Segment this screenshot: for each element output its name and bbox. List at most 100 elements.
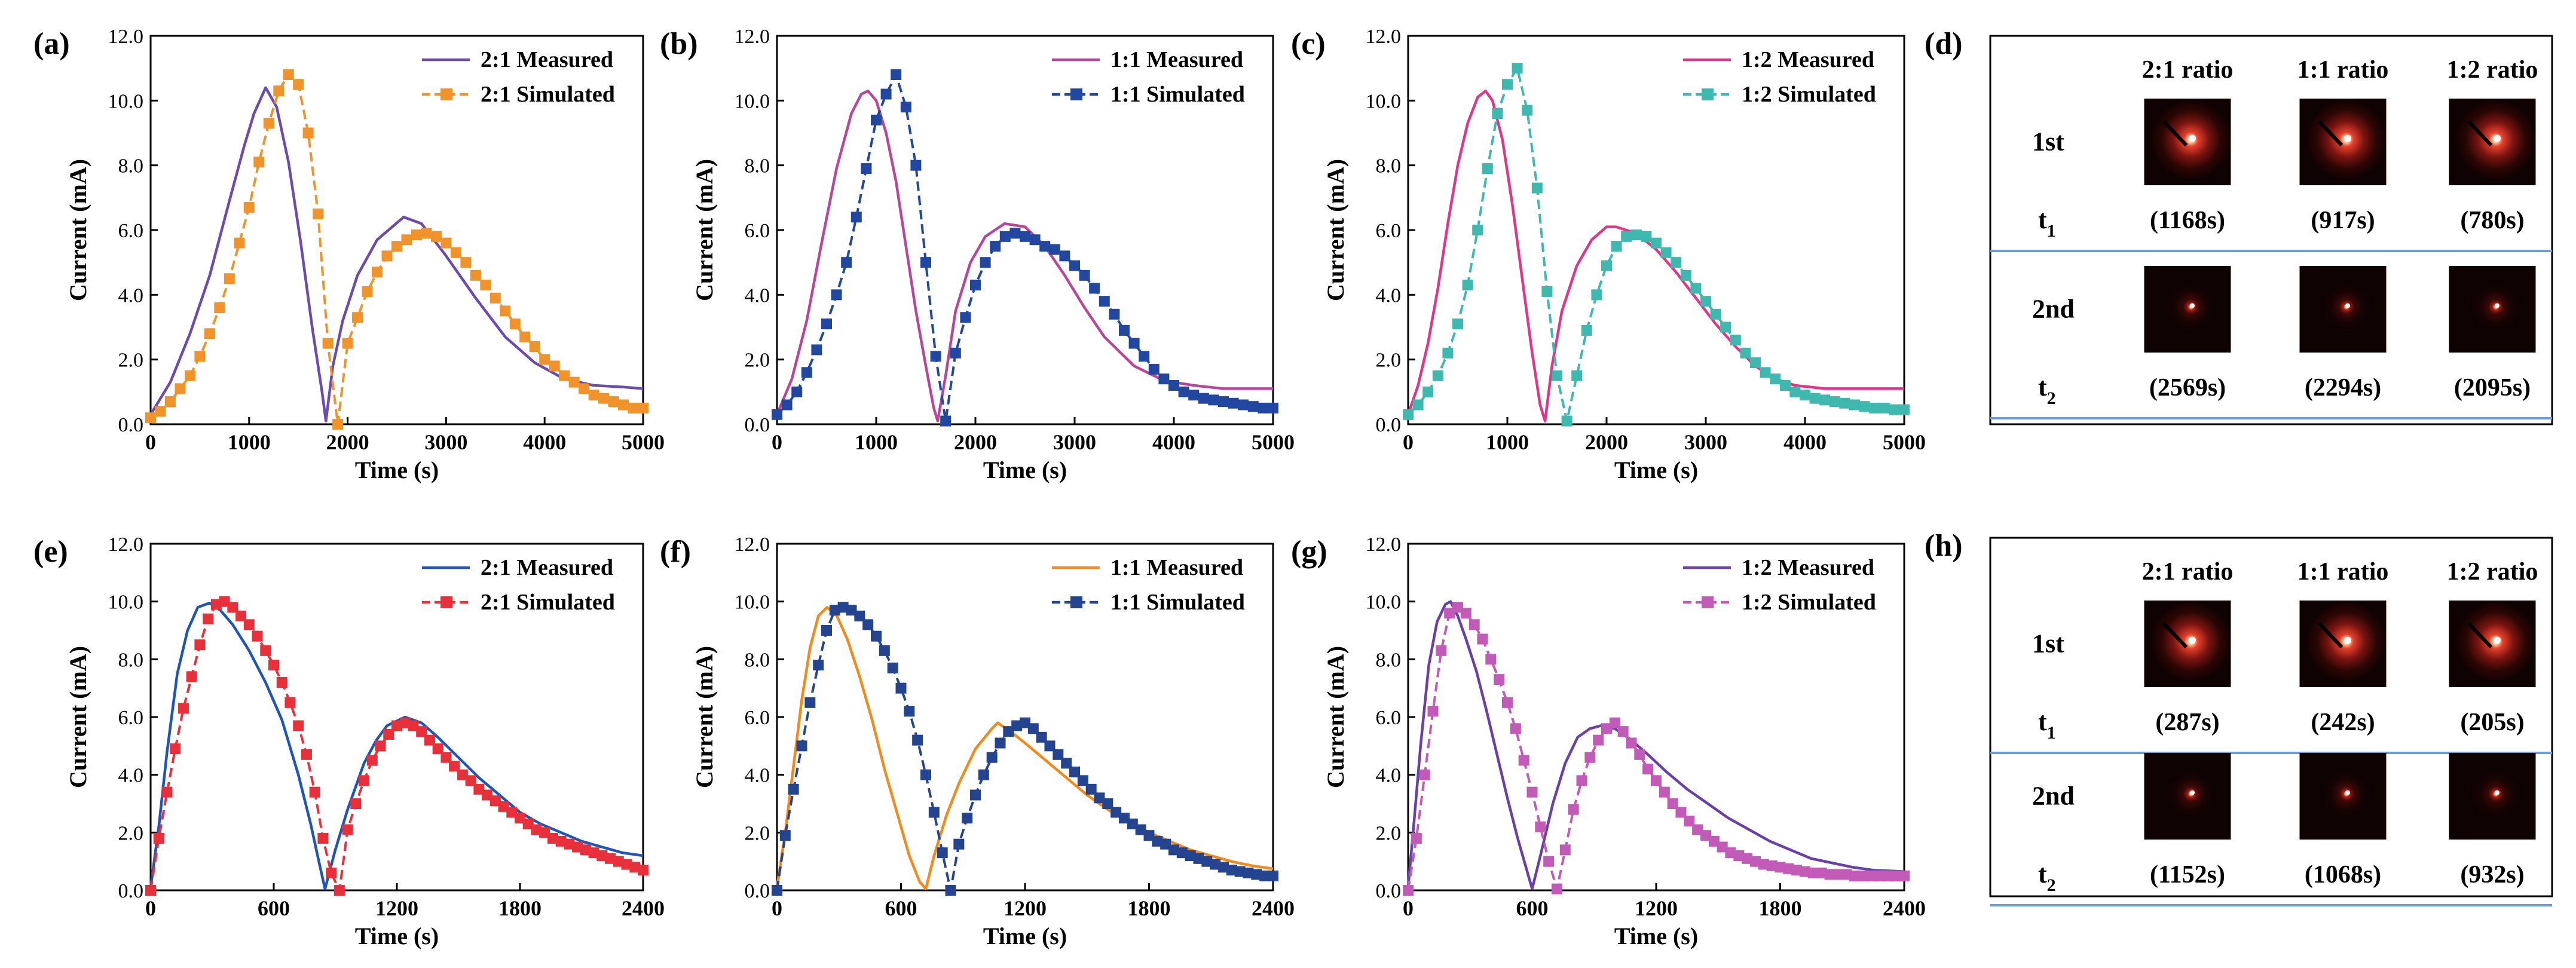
data-point — [375, 740, 386, 752]
data-point — [227, 602, 238, 613]
data-point — [580, 844, 591, 856]
x-tick-label: 1200 — [1004, 896, 1047, 920]
data-point — [608, 396, 619, 408]
x-tick-label: 600 — [1516, 896, 1549, 920]
time-label: t1 — [2038, 707, 2056, 743]
data-point — [284, 697, 296, 708]
data-point — [1667, 798, 1678, 809]
data-point — [1238, 399, 1249, 411]
y-axis-label: Current (mA) — [65, 646, 91, 788]
data-point — [1642, 764, 1654, 774]
x-axis-label: Time (s) — [983, 457, 1067, 483]
data-point — [598, 393, 610, 404]
time-value: (2569s) — [2149, 374, 2226, 402]
data-point — [309, 786, 320, 798]
data-point — [1526, 786, 1538, 798]
time-value: (205s) — [2460, 709, 2524, 736]
data-point — [1412, 399, 1424, 411]
data-point — [430, 231, 442, 242]
data-point — [243, 619, 255, 630]
time-value: (917s) — [2311, 207, 2375, 234]
data-point — [219, 596, 230, 607]
data-point — [821, 318, 832, 330]
data-point — [253, 157, 265, 168]
data-point — [1725, 847, 1736, 859]
legend-entry: 2:1 Measured — [481, 47, 613, 72]
data-point — [920, 257, 931, 268]
data-point — [449, 761, 460, 772]
data-point — [1849, 399, 1860, 411]
y-tick-label: 0.0 — [1376, 880, 1402, 902]
chart-panel-e: (e) 0.0 2.0 4.0 6.0 8.0 10.0 12.0 0 600 1200 1800 24… — [33, 534, 665, 949]
data-point — [506, 807, 518, 818]
data-point — [210, 599, 222, 610]
data-point — [555, 835, 567, 847]
data-point — [276, 677, 287, 688]
data-point — [904, 706, 915, 717]
data-point — [1899, 870, 1910, 881]
x-tick-label: 1000 — [855, 430, 898, 454]
data-point — [1102, 798, 1113, 809]
data-point — [522, 818, 534, 829]
data-point — [1531, 182, 1543, 194]
y-tick-label: 12.0 — [735, 534, 770, 556]
bright-spot — [2189, 636, 2196, 644]
y-tick-label: 10.0 — [108, 592, 144, 614]
data-point — [1641, 231, 1652, 242]
data-point — [317, 833, 329, 844]
data-point — [1522, 105, 1533, 116]
data-point — [572, 841, 583, 853]
data-point — [1733, 850, 1745, 861]
data-point — [224, 273, 235, 284]
x-tick-label: 4000 — [1783, 430, 1827, 454]
data-point — [1059, 250, 1070, 262]
data-point — [1518, 755, 1529, 766]
y-tick-label: 6.0 — [745, 707, 770, 729]
row-label: 1st — [2032, 127, 2064, 157]
data-point — [350, 798, 362, 809]
data-point — [813, 660, 824, 670]
data-point — [638, 402, 648, 413]
data-point — [986, 752, 998, 763]
x-tick-label: 4000 — [523, 430, 566, 454]
data-point — [194, 351, 206, 362]
column-header: 1:2 ratio — [2447, 558, 2538, 586]
data-point — [772, 409, 782, 420]
bright-spot — [2494, 636, 2501, 644]
data-point — [1258, 402, 1269, 413]
data-point — [1690, 283, 1702, 294]
data-point — [1819, 394, 1831, 406]
row-label: 2nd — [2032, 782, 2075, 811]
data-point — [1889, 404, 1900, 415]
chart-panel-f: (f) 0.0 2.0 4.0 6.0 8.0 10.0 12.0 0 600 1200 1800 24… — [660, 534, 1295, 949]
data-point — [1109, 308, 1120, 320]
series-line-1 — [1407, 606, 1904, 891]
data-point — [1436, 645, 1447, 656]
data-point — [1684, 816, 1695, 826]
data-point — [153, 833, 164, 844]
legend-entry: 1:2 Measured — [1742, 555, 1874, 580]
data-point — [1630, 229, 1642, 241]
data-point — [359, 775, 370, 786]
data-point — [1143, 830, 1155, 841]
data-point — [175, 383, 186, 394]
data-point — [912, 734, 923, 746]
data-point — [1829, 396, 1840, 408]
panel-label: (g) — [1291, 535, 1327, 569]
data-point — [821, 625, 832, 636]
time-label-main: t — [2038, 205, 2047, 234]
data-point — [588, 847, 599, 859]
data-point — [1680, 269, 1691, 281]
y-axis-label: Current (mA) — [65, 159, 91, 301]
y-tick-label: 2.0 — [1376, 822, 1402, 844]
x-tick-label: 0 — [145, 896, 156, 920]
data-point — [1268, 402, 1278, 413]
data-point — [352, 312, 363, 323]
probe-shadow — [2317, 120, 2344, 147]
data-point — [1651, 775, 1662, 786]
data-point — [930, 351, 941, 362]
data-point — [879, 645, 890, 656]
data-point — [1552, 370, 1562, 381]
data-point — [970, 280, 981, 291]
time-label-subscript: 2 — [2047, 875, 2056, 895]
